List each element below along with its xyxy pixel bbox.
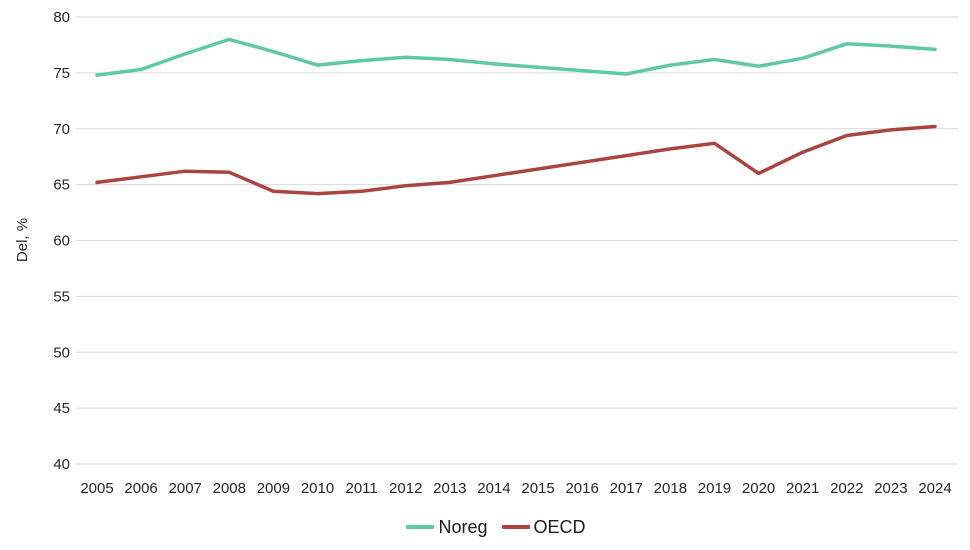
legend-swatch-oecd [501, 525, 530, 529]
y-tick-label-70: 70 [53, 121, 70, 138]
y-tick-label-55: 55 [53, 288, 70, 305]
x-tick-label-2022: 2022 [830, 480, 863, 497]
gridlines [76, 16, 958, 465]
legend-item-oecd: OECD [501, 516, 586, 538]
y-tick-label-75: 75 [53, 65, 70, 82]
y-tick-label-65: 65 [53, 177, 70, 194]
x-tick-label-2020: 2020 [742, 480, 775, 497]
x-tick-label-2021: 2021 [786, 480, 819, 497]
legend-item-noreg: Noreg [406, 516, 488, 538]
y-tick-label-45: 45 [53, 400, 70, 417]
y-tick-label-40: 40 [53, 456, 70, 473]
x-tick-label-2017: 2017 [610, 480, 643, 497]
series-line-oecd [95, 124, 937, 196]
x-tick-label-2006: 2006 [124, 480, 157, 497]
x-tick-label-2015: 2015 [521, 480, 554, 497]
x-tick-label-2023: 2023 [874, 480, 907, 497]
legend: Noreg OECD [0, 511, 970, 543]
x-tick-label-2013: 2013 [433, 480, 466, 497]
x-tick-label-2005: 2005 [80, 480, 113, 497]
x-tick-label-2018: 2018 [654, 480, 687, 497]
y-tick-label-80: 80 [53, 9, 70, 26]
x-axis-tick-labels: 2005 2006 2007 2008 2009 2010 2011 2012 2013 2014… [80, 480, 951, 497]
y-axis-tick-labels: 40 45 50 55 60 65 70 75 80 [53, 9, 70, 473]
series-lines [95, 37, 937, 196]
legend-swatch-noreg [406, 525, 435, 529]
x-tick-label-2024: 2024 [918, 480, 951, 497]
x-tick-label-2014: 2014 [477, 480, 510, 497]
x-tick-label-2016: 2016 [565, 480, 598, 497]
x-tick-label-2019: 2019 [698, 480, 731, 497]
x-tick-label-2007: 2007 [169, 480, 202, 497]
y-tick-label-60: 60 [53, 233, 70, 250]
y-axis-title: Del, % [14, 218, 31, 262]
y-tick-label-50: 50 [53, 344, 70, 361]
x-tick-label-2008: 2008 [213, 480, 246, 497]
x-tick-label-2012: 2012 [389, 480, 422, 497]
x-tick-label-2009: 2009 [257, 480, 290, 497]
x-tick-label-2010: 2010 [301, 480, 334, 497]
legend-label-oecd: OECD [533, 516, 586, 537]
series-line-noreg [95, 37, 937, 77]
legend-label-noreg: Noreg [438, 516, 488, 537]
x-tick-label-2011: 2011 [345, 480, 377, 497]
